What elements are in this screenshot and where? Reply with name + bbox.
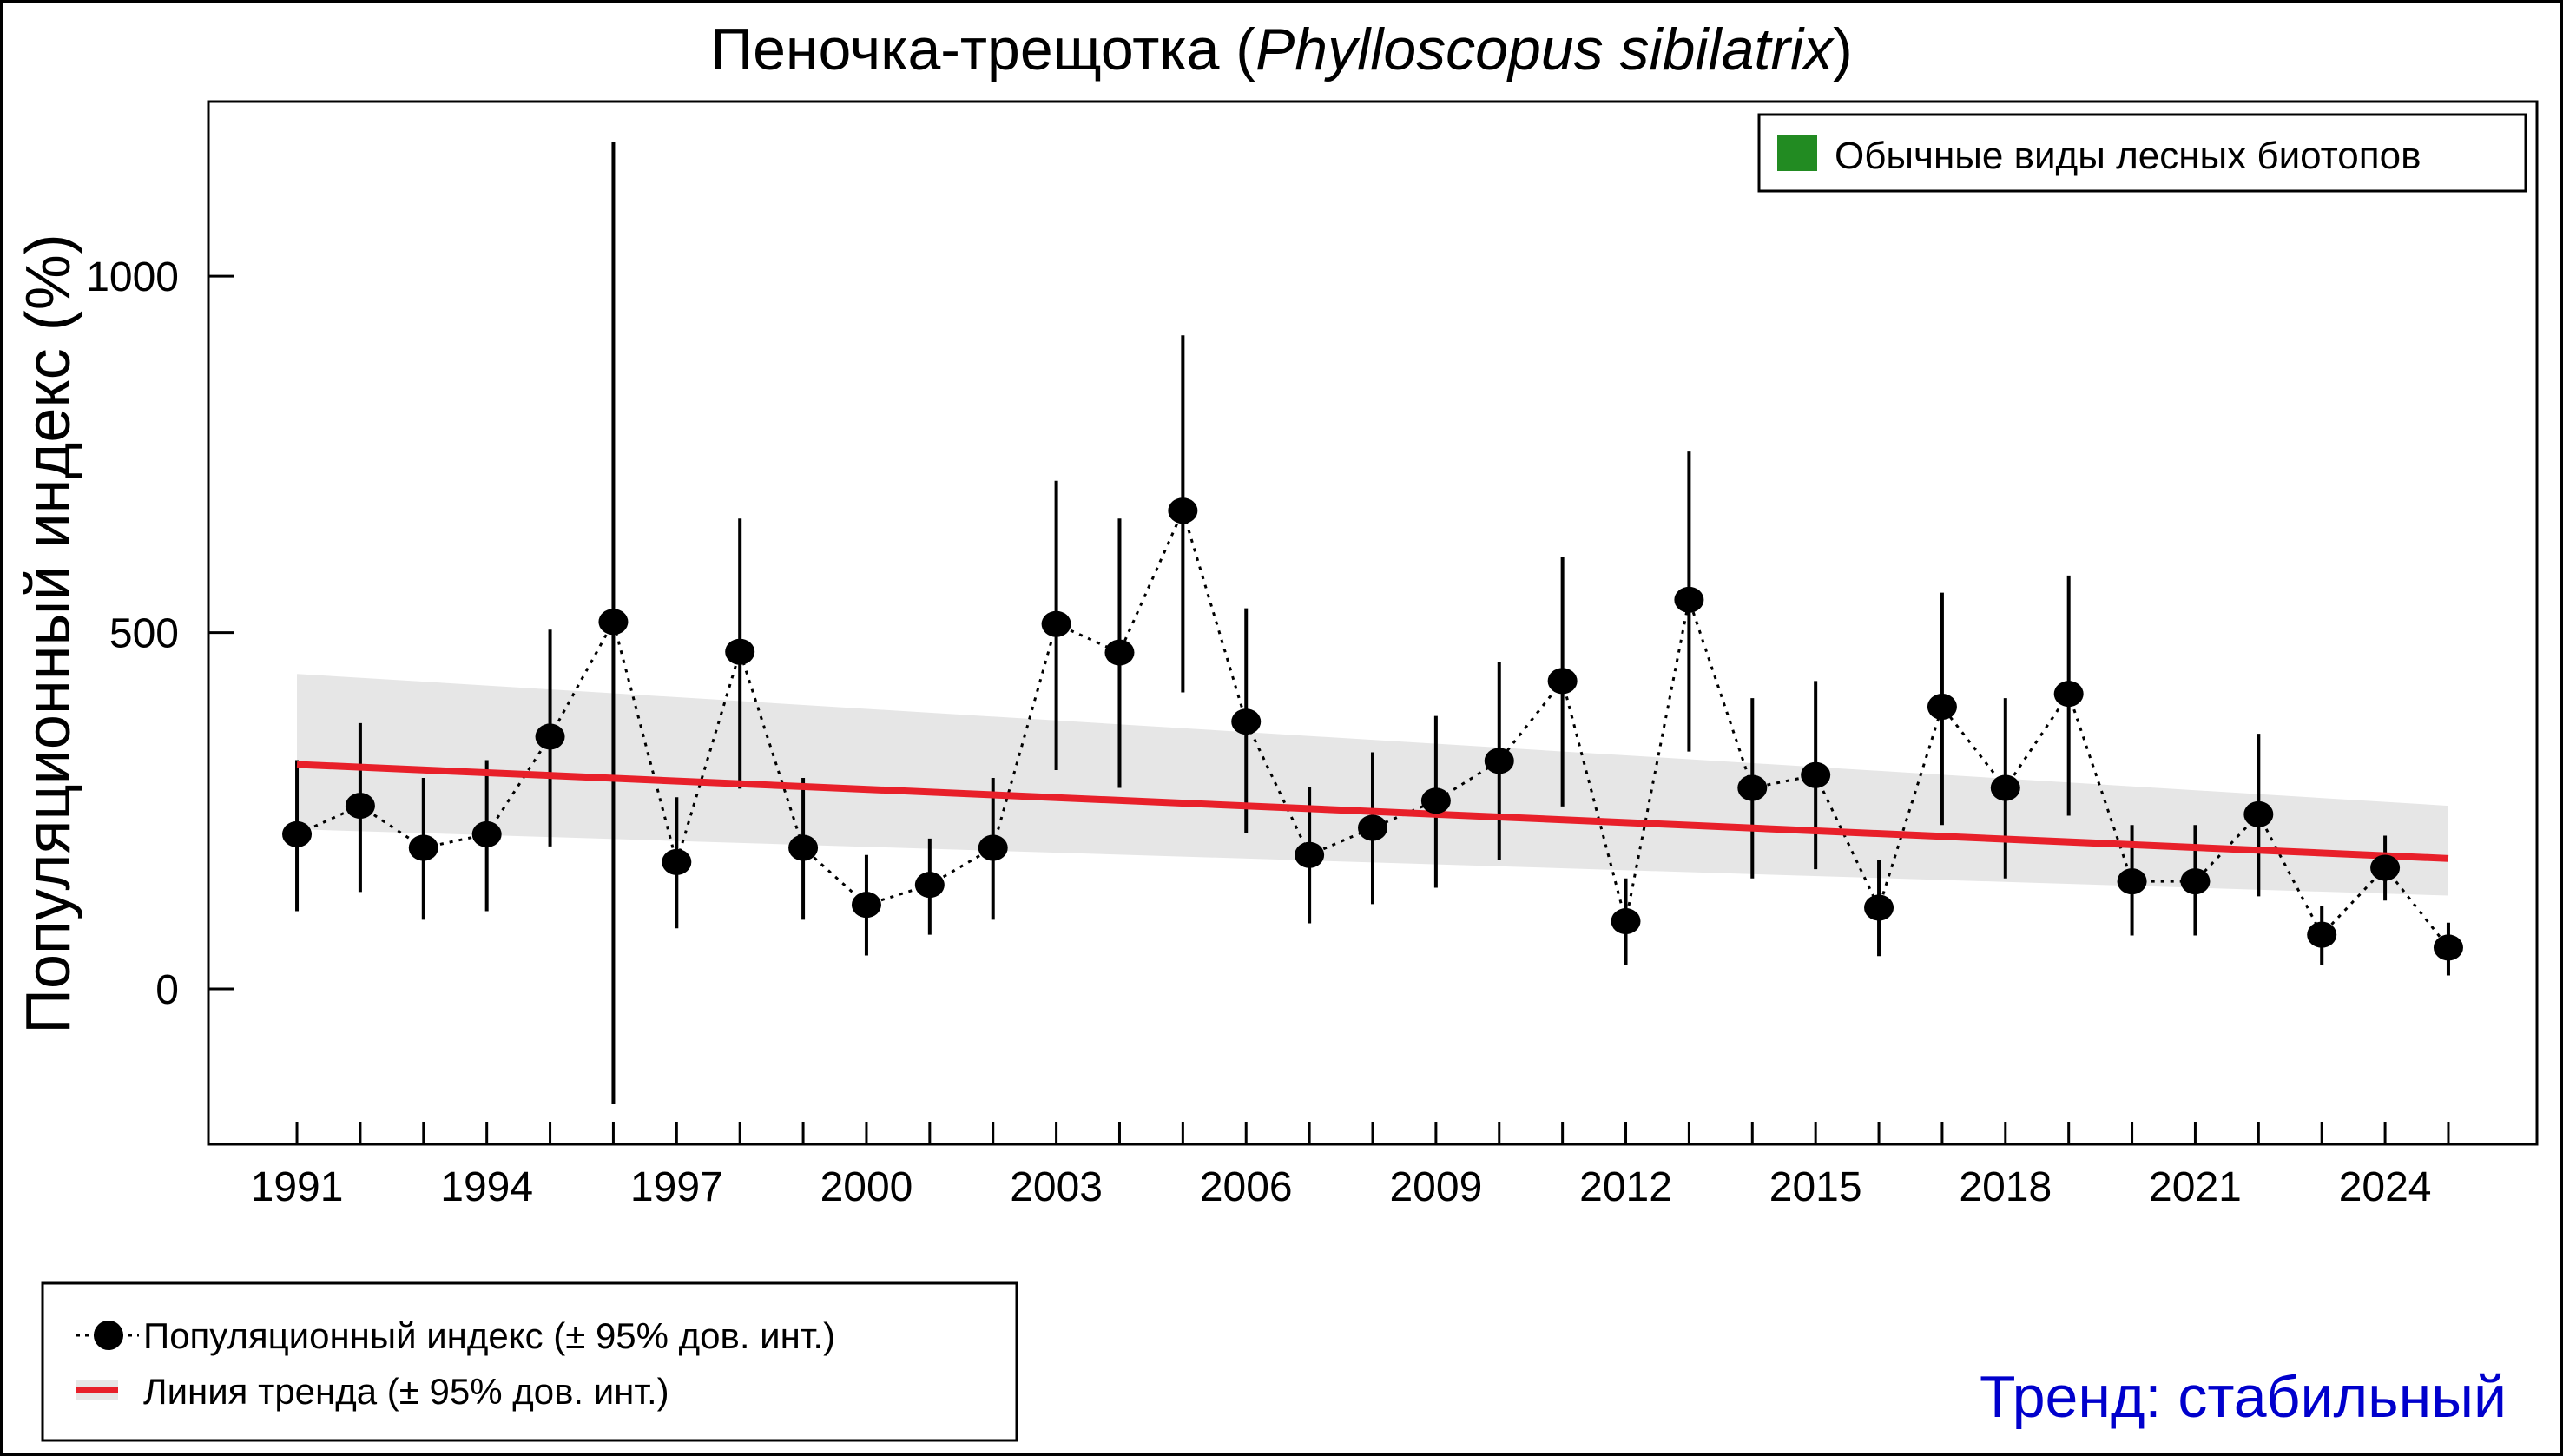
y-tick-label: 500 [109,611,179,657]
data-point [2370,854,2401,881]
plot-area: 0 500 1000 1991 1994 1997 2000 2003 2006 2009 2012… [86,142,2463,1210]
data-point [1420,787,1451,814]
plot-frame [207,100,2539,1146]
x-tick-label: 2006 [1200,1164,1293,1210]
data-point [471,820,502,847]
data-point [978,834,1008,861]
data-point [598,609,629,636]
data-point [851,892,881,919]
group-legend-box [1757,113,2527,193]
data-point [1864,894,1894,921]
data-point [2243,800,2274,827]
data-point [1104,639,1135,666]
chart-title: Пеночка-трещотка (Phylloscopus sibilatri… [710,16,1853,82]
data-point [1990,774,2020,801]
data-point [2117,868,2147,895]
x-tick-label: 2024 [2339,1164,2432,1210]
data-point [1611,908,1641,935]
x-tick-label: 2003 [1010,1164,1103,1210]
legend: Популяционный индекс (± 95% дов. инт.) Л… [41,1281,1018,1442]
group-legend-label: Обычные виды лесных биотопов [1835,135,2421,177]
data-point [1547,668,1578,695]
data-point [2053,681,2084,708]
y-axis-label: Популяционный индекс (%) [14,234,83,1034]
x-tick-label: 2018 [1959,1164,2052,1210]
group-legend: Обычные виды лесных биотопов [1757,113,2527,193]
data-point [1801,761,1831,788]
data-point [1927,693,1957,720]
x-tick-label: 2000 [820,1164,913,1210]
data-point [535,723,565,750]
data-point [788,834,819,861]
legend-index-marker [94,1321,123,1350]
data-point [662,848,692,875]
data-point [1358,814,1387,841]
data-point [1737,774,1768,801]
data-point [1168,497,1198,524]
x-tick-label: 2015 [1769,1164,1862,1210]
data-point [1231,708,1262,735]
data-point [1674,586,1704,613]
x-tick-label: 2009 [1389,1164,1482,1210]
data-point [914,872,945,899]
data-point [2433,934,2463,961]
data-point [408,834,438,861]
x-tick-label: 1997 [630,1164,723,1210]
x-tick-label: 2012 [1579,1164,1672,1210]
data-point [282,820,313,847]
trend-status-label: Тренд: стабильный [1980,1364,2507,1430]
data-point [1041,610,1071,637]
legend-index-label: Популяционный индекс (± 95% дов. инт.) [143,1315,835,1356]
legend-trend-label: Линия тренда (± 95% дов. инт.) [143,1371,669,1412]
data-point [1484,748,1514,774]
x-tick-label: 1991 [251,1164,344,1210]
data-point [2307,921,2337,948]
x-tick-label: 2021 [2149,1164,2242,1210]
legend-box [41,1281,1018,1442]
data-point [725,638,755,665]
trend-line [296,761,2449,862]
group-color-swatch [1777,135,1817,171]
y-tick-label: 1000 [86,254,179,300]
data-point [345,793,375,820]
x-tick-label: 1994 [440,1164,533,1210]
data-point [2180,868,2211,895]
y-tick-label: 0 [155,967,179,1013]
data-point [1295,841,1325,868]
